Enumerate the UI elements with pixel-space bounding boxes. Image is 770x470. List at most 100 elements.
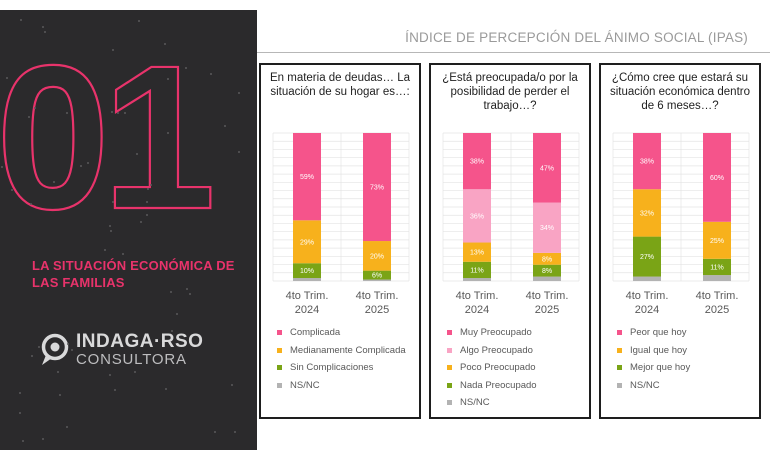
legend-swatch <box>277 365 282 371</box>
brand-subtitle: CONSULTORA <box>76 351 187 368</box>
stacked-bar-chart-outlook: 27% 32% 38% 4to Trim. 2024 11% 25% 60% 4to Trim.… <box>612 132 750 316</box>
legend-item: Medianamente Complicada <box>277 342 406 360</box>
texture-speck <box>164 43 166 45</box>
legend-swatch <box>277 330 282 336</box>
category-label: 4to Trim. <box>696 290 739 302</box>
section-number-outline: 01 <box>0 40 220 230</box>
texture-speck <box>185 67 187 69</box>
bar-segment-nada-preocupado <box>463 261 491 279</box>
texture-speck <box>167 78 169 80</box>
data-label: 8% <box>542 268 552 275</box>
legend-swatch <box>447 330 452 336</box>
legend-item: Sin Complicaciones <box>277 359 406 377</box>
legend-item: NS/NC <box>617 377 690 395</box>
texture-speck <box>31 355 33 357</box>
category-label: 4to Trim. <box>286 290 329 302</box>
chart-legend: Muy Preocupado Algo Preocupado Poco Preocu… <box>447 324 537 412</box>
bar-segment-medianamente-complicada <box>363 241 391 271</box>
category-label: 4to Trim. <box>626 290 669 302</box>
legend-label: Poco Preocupado <box>460 362 536 374</box>
legend-swatch <box>617 347 622 353</box>
bar-segment-mejor-que-hoy <box>703 258 731 276</box>
bar-segment-poco-preocupado <box>463 242 491 262</box>
texture-speck <box>6 77 8 79</box>
texture-speck <box>53 181 55 183</box>
chart-legend: Complicada Medianamente Complicada Sin Com… <box>277 324 406 394</box>
legend-swatch <box>617 382 622 388</box>
stacked-bar-chart-job-worry: 11% 13% 36% 38% 4to Trim. 2024 8% 8% 34% 47% 4to T… <box>442 132 580 316</box>
page-title: ÍNDICE DE PERCEPCIÓN DEL ÁNIMO SOCIAL (I… <box>405 30 748 45</box>
texture-speck <box>38 346 40 348</box>
data-label: 11% <box>710 264 724 271</box>
texture-speck <box>176 313 178 315</box>
chart-title: ¿Está preocupada/o por la posibilidad de… <box>442 72 578 112</box>
legend-swatch <box>277 347 282 353</box>
texture-speck <box>1 166 3 168</box>
texture-speck <box>104 249 106 251</box>
bar-segment-ns-nc <box>293 278 321 281</box>
texture-speck <box>80 165 82 167</box>
data-label: 38% <box>470 159 484 166</box>
legend-swatch <box>447 365 452 371</box>
bar-segment-mejor-que-hoy <box>633 236 661 277</box>
texture-speck <box>124 112 126 114</box>
category-label: 2024 <box>295 304 319 316</box>
texture-speck <box>134 371 136 373</box>
texture-speck <box>150 184 152 186</box>
data-label: 27% <box>640 254 654 261</box>
bar-segment-igual-que-hoy <box>633 189 661 237</box>
bar-segment-ns-nc <box>703 275 731 281</box>
texture-speck <box>122 253 124 255</box>
category-label: 2025 <box>705 304 729 316</box>
texture-speck <box>28 116 30 118</box>
category-label: 2025 <box>535 304 559 316</box>
legend-item: Igual que hoy <box>617 342 690 360</box>
chart-panel-job-worry: ¿Está preocupada/o por la posibilidad de… <box>429 63 591 419</box>
category-label: 4to Trim. <box>456 290 499 302</box>
legend-item: Muy Preocupado <box>447 324 537 342</box>
chart-panel-outlook: ¿Cómo cree que estará su situación econó… <box>599 63 761 419</box>
data-label: 38% <box>640 159 654 166</box>
bar-segment-ns-nc <box>533 276 561 281</box>
legend-item: Mejor que hoy <box>617 359 690 377</box>
legend-label: Muy Preocupado <box>460 327 532 339</box>
texture-speck <box>117 112 119 114</box>
chart-title: En materia de deudas… La situación de su… <box>269 72 410 98</box>
data-label: 11% <box>470 267 484 274</box>
texture-speck <box>67 343 69 345</box>
texture-speck <box>231 384 233 386</box>
texture-speck <box>34 107 36 109</box>
texture-speck <box>170 291 172 293</box>
bar-segment-peor-que-hoy <box>633 133 661 190</box>
texture-speck <box>214 431 216 433</box>
section-title: LA SITUACIÓN ECONÓMICA DE LAS FAMILIAS <box>32 258 235 290</box>
data-label: 8% <box>542 256 552 263</box>
legend-item: NS/NC <box>277 377 406 395</box>
texture-speck <box>171 330 173 332</box>
category-label: 4to Trim. <box>356 290 399 302</box>
legend-swatch <box>447 347 452 353</box>
texture-speck <box>109 225 111 227</box>
legend-swatch <box>617 365 622 371</box>
section-number: 01 <box>0 40 211 230</box>
data-label: 36% <box>470 213 484 220</box>
legend-item: Poco Preocupado <box>447 359 537 377</box>
texture-speck <box>22 440 24 442</box>
speech-bubble-logo-icon <box>41 333 69 365</box>
texture-speck <box>109 374 111 376</box>
brand-logo: INDAGA·RSO CONSULTORA <box>40 332 203 368</box>
category-label: 2025 <box>365 304 389 316</box>
texture-speck <box>238 151 240 153</box>
data-label: 32% <box>640 210 654 217</box>
bar-segment-igual-que-hoy <box>703 221 731 259</box>
category-label: 4to Trim. <box>526 290 569 302</box>
bar-segment-medianamente-complicada <box>293 220 321 264</box>
texture-speck <box>111 111 113 113</box>
texture-speck <box>186 288 188 290</box>
texture-speck <box>112 49 114 51</box>
data-label: 10% <box>300 268 314 275</box>
legend-item: Nada Preocupado <box>447 377 537 395</box>
bar-segment-muy-preocupado <box>463 133 491 190</box>
cover-panel: 01 LA SITUACIÓN ECONÓMICA DE LAS FAMILIA… <box>0 10 257 450</box>
bar-segment-poco-preocupado <box>533 252 561 265</box>
